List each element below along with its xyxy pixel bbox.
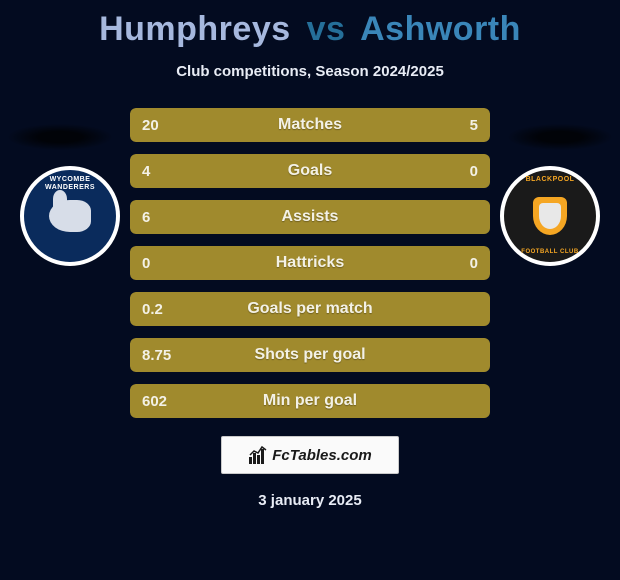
stat-row: 8.75Shots per goal: [130, 338, 490, 372]
crest-left-label-top: WYCOMBE WANDERERS: [24, 176, 116, 191]
stat-row: 0.2Goals per match: [130, 292, 490, 326]
comparison-stage: WYCOMBE WANDERERS BLACKPOOL FOOTBALL CLU…: [0, 102, 620, 422]
swan-icon: [49, 200, 91, 232]
club-crest-right: BLACKPOOL FOOTBALL CLUB: [500, 166, 600, 266]
crest-right-label-bot: FOOTBALL CLUB: [504, 249, 596, 256]
stat-row: 00Hattricks: [130, 246, 490, 280]
stat-label: Goals: [130, 154, 490, 188]
stat-row: 40Goals: [130, 154, 490, 188]
footer-date: 3 january 2025: [0, 492, 620, 509]
stat-label: Shots per goal: [130, 338, 490, 372]
stat-label: Hattricks: [130, 246, 490, 280]
stat-row: 6Assists: [130, 200, 490, 234]
player2-name: Ashworth: [360, 10, 521, 48]
chart-icon: [248, 445, 268, 465]
stat-label: Goals per match: [130, 292, 490, 326]
shield-icon: [533, 197, 567, 235]
stat-label: Matches: [130, 108, 490, 142]
footer-logo: FcTables.com: [221, 436, 399, 474]
stat-row: 205Matches: [130, 108, 490, 142]
stat-bars-container: 205Matches 40Goals 6Assists 00Hattricks 0.2G…: [130, 108, 490, 430]
vs-separator: vs: [307, 10, 346, 48]
footer-logo-text: FcTables.com: [272, 447, 371, 464]
shadow-right: [508, 124, 612, 150]
subtitle: Club competitions, Season 2024/2025: [0, 63, 620, 80]
player1-name: Humphreys: [99, 10, 291, 48]
club-crest-left: WYCOMBE WANDERERS: [20, 166, 120, 266]
crest-right-label-top: BLACKPOOL: [504, 176, 596, 184]
stat-row: 602Min per goal: [130, 384, 490, 418]
stat-label: Min per goal: [130, 384, 490, 418]
comparison-title: Humphreys vs Ashworth: [0, 0, 620, 49]
stat-label: Assists: [130, 200, 490, 234]
shadow-left: [8, 124, 112, 150]
